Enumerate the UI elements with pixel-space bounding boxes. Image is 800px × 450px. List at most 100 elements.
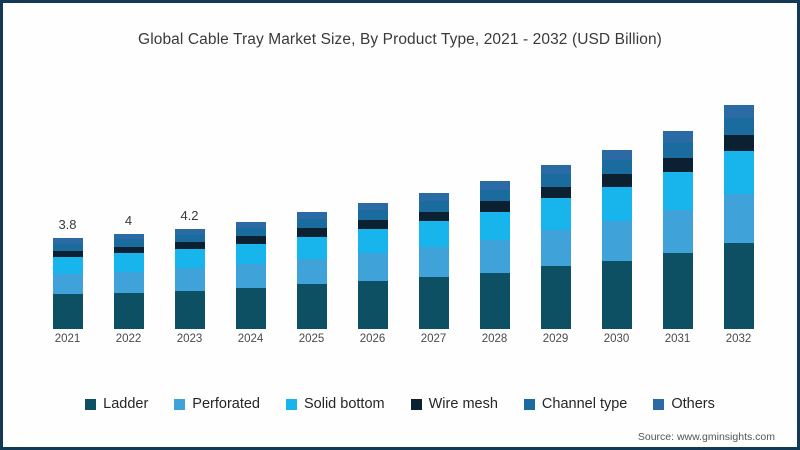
segment-channel-type[interactable] [662,142,693,158]
segment-ladder[interactable] [357,280,388,329]
segment-channel-type[interactable] [723,118,754,136]
segment-others[interactable] [418,193,449,202]
bar-2031[interactable] [662,131,693,329]
segment-others[interactable] [174,228,205,235]
segment-others[interactable] [113,233,144,240]
segment-channel-type[interactable] [540,174,571,187]
segment-wire-mesh[interactable] [479,201,510,212]
segment-wire-mesh[interactable] [357,220,388,229]
segment-wire-mesh[interactable] [235,236,266,244]
segment-wire-mesh[interactable] [418,211,449,222]
segment-others[interactable] [662,131,693,143]
legend-label: Channel type [541,396,628,412]
segment-ladder[interactable] [723,243,754,329]
segment-wire-mesh[interactable] [296,228,327,237]
segment-perforated[interactable] [357,252,388,281]
bar-2023[interactable] [174,228,205,329]
segment-others[interactable] [357,202,388,211]
segment-perforated[interactable] [479,239,510,273]
segment-others[interactable] [235,221,266,228]
legend-label: Others [671,396,715,412]
bar-2021[interactable] [52,238,83,329]
segment-channel-type[interactable] [52,243,83,251]
segment-others[interactable] [479,181,510,190]
segment-solid-bottom[interactable] [662,171,693,210]
segment-wire-mesh[interactable] [662,157,693,172]
segment-solid-bottom[interactable] [723,151,754,194]
bar-2032[interactable] [723,104,754,329]
segment-ladder[interactable] [418,277,449,329]
segment-others[interactable] [296,212,327,220]
segment-ladder[interactable] [235,288,266,329]
segment-others[interactable] [601,150,632,161]
segment-solid-bottom[interactable] [296,236,327,259]
legend-item-perforated[interactable]: Perforated [174,396,260,412]
segment-perforated[interactable] [296,258,327,285]
segment-perforated[interactable] [418,246,449,278]
segment-perforated[interactable] [601,220,632,261]
segment-channel-type[interactable] [296,219,327,229]
segment-channel-type[interactable] [235,227,266,237]
bar-2026[interactable] [357,202,388,329]
segment-perforated[interactable] [52,274,83,295]
segment-ladder[interactable] [540,266,571,329]
segment-perforated[interactable] [174,268,205,291]
segment-wire-mesh[interactable] [174,242,205,250]
segment-ladder[interactable] [479,272,510,329]
segment-channel-type[interactable] [113,239,144,247]
segment-perforated[interactable] [113,271,144,293]
legend-label: Perforated [192,396,260,412]
segment-perforated[interactable] [235,264,266,288]
segment-perforated[interactable] [540,229,571,267]
bar-2029[interactable] [540,164,571,329]
segment-ladder[interactable] [113,292,144,329]
segment-solid-bottom[interactable] [113,253,144,272]
bar-2028[interactable] [479,181,510,329]
segment-solid-bottom[interactable] [601,186,632,221]
segment-others[interactable] [723,104,754,118]
segment-wire-mesh[interactable] [113,246,144,254]
segment-solid-bottom[interactable] [418,221,449,247]
legend-item-others[interactable]: Others [653,396,715,412]
segment-channel-type[interactable] [418,201,449,212]
bar-2022[interactable] [113,233,144,329]
x-tick-2029: 2029 [542,333,569,345]
segment-channel-type[interactable] [174,234,205,243]
legend-swatch-icon [286,398,297,410]
legend-item-wire-mesh[interactable]: Wire mesh [410,396,498,412]
segment-solid-bottom[interactable] [479,211,510,240]
segment-wire-mesh[interactable] [601,174,632,187]
segment-solid-bottom[interactable] [540,198,571,230]
segment-solid-bottom[interactable] [357,228,388,253]
segment-perforated[interactable] [723,193,754,244]
segment-ladder[interactable] [601,260,632,329]
segment-others[interactable] [52,238,83,244]
segment-wire-mesh[interactable] [723,135,754,152]
x-tick-2021: 2021 [54,333,81,345]
segment-channel-type[interactable] [479,189,510,202]
segment-ladder[interactable] [52,294,83,329]
segment-others[interactable] [540,164,571,175]
segment-ladder[interactable] [296,284,327,329]
bar-2030[interactable] [601,150,632,329]
bar-2024[interactable] [235,221,266,329]
segment-wire-mesh[interactable] [540,186,571,199]
x-tick-2027: 2027 [420,333,447,345]
segment-solid-bottom[interactable] [52,257,83,275]
legend-item-ladder[interactable]: Ladder [85,396,148,412]
x-tick-2022: 2022 [115,333,142,345]
bar-2027[interactable] [418,193,449,329]
legend-item-channel-type[interactable]: Channel type [523,396,628,412]
segment-solid-bottom[interactable] [235,243,266,265]
segment-channel-type[interactable] [601,160,632,175]
segment-ladder[interactable] [174,290,205,329]
segment-ladder[interactable] [662,253,693,329]
legend-item-solid-bottom[interactable]: Solid bottom [286,396,385,412]
segment-solid-bottom[interactable] [174,249,205,269]
segment-wire-mesh[interactable] [52,250,83,258]
segment-channel-type[interactable] [357,210,388,221]
segment-perforated[interactable] [662,209,693,254]
bar-2025[interactable] [296,212,327,329]
legend-swatch-icon [523,398,535,410]
